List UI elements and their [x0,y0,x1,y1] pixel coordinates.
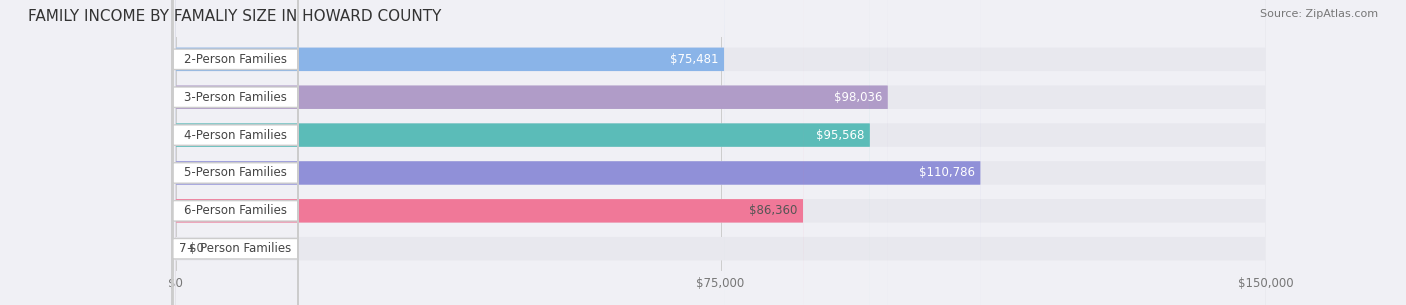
FancyBboxPatch shape [176,0,1265,305]
Text: FAMILY INCOME BY FAMALIY SIZE IN HOWARD COUNTY: FAMILY INCOME BY FAMALIY SIZE IN HOWARD … [28,9,441,24]
Text: $98,036: $98,036 [834,91,883,104]
FancyBboxPatch shape [176,0,1265,305]
FancyBboxPatch shape [173,0,298,276]
FancyBboxPatch shape [173,0,298,305]
FancyBboxPatch shape [176,0,803,305]
FancyBboxPatch shape [173,0,298,305]
Text: $75,481: $75,481 [671,53,718,66]
FancyBboxPatch shape [173,32,298,305]
FancyBboxPatch shape [176,0,980,305]
FancyBboxPatch shape [176,0,1265,305]
Text: $86,360: $86,360 [749,204,797,217]
Text: $95,568: $95,568 [815,129,865,142]
FancyBboxPatch shape [173,0,298,305]
Text: 5-Person Families: 5-Person Families [184,167,287,179]
Text: 2-Person Families: 2-Person Families [184,53,287,66]
Text: $0: $0 [188,242,204,255]
Text: 3-Person Families: 3-Person Families [184,91,287,104]
Text: 6-Person Families: 6-Person Families [184,204,287,217]
FancyBboxPatch shape [176,0,724,305]
FancyBboxPatch shape [176,0,889,305]
FancyBboxPatch shape [173,0,298,305]
FancyBboxPatch shape [176,0,1265,305]
FancyBboxPatch shape [176,0,870,305]
Text: 7+ Person Families: 7+ Person Families [179,242,291,255]
Text: 4-Person Families: 4-Person Families [184,129,287,142]
Text: $110,786: $110,786 [920,167,976,179]
FancyBboxPatch shape [176,0,1265,305]
FancyBboxPatch shape [176,0,1265,305]
Text: Source: ZipAtlas.com: Source: ZipAtlas.com [1260,9,1378,19]
